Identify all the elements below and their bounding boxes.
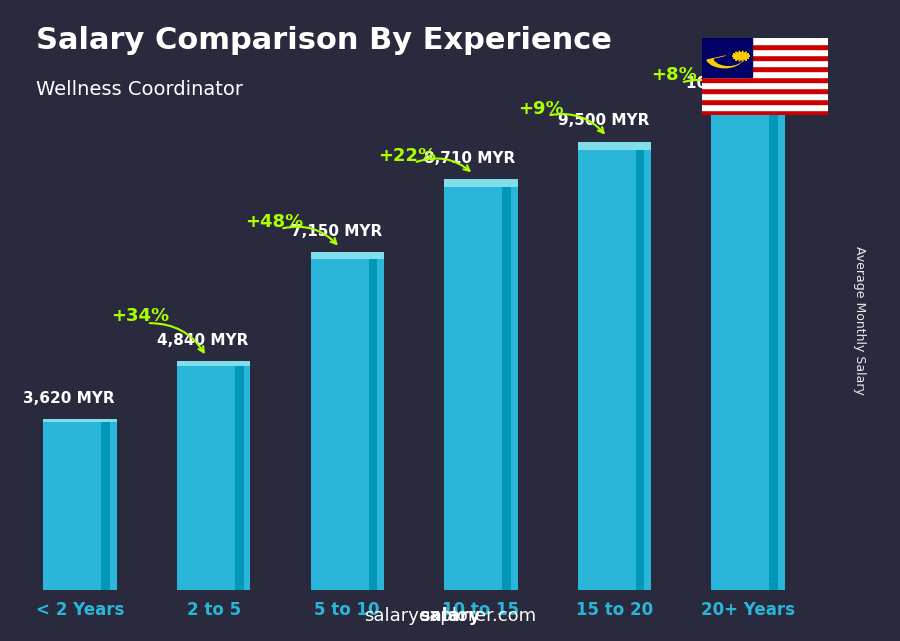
Text: salary: salary [419, 607, 481, 625]
Bar [702, 110, 828, 115]
Text: 8,710 MYR: 8,710 MYR [424, 151, 516, 165]
Bar [702, 77, 828, 83]
Bar [310, 253, 384, 259]
Bar [702, 94, 828, 99]
Bar [43, 419, 117, 422]
Text: 3,620 MYR: 3,620 MYR [23, 391, 115, 406]
Bar [578, 142, 651, 151]
Text: +34%: +34% [112, 307, 169, 325]
Wedge shape [706, 56, 742, 68]
Bar [368, 253, 377, 590]
Bar [635, 142, 644, 590]
Bar [702, 104, 828, 110]
Text: +22%: +22% [378, 147, 436, 165]
Bar [711, 104, 785, 113]
Bar [235, 362, 244, 590]
Text: 7,150 MYR: 7,150 MYR [291, 224, 382, 239]
Bar [702, 88, 828, 94]
Text: Salary Comparison By Experience: Salary Comparison By Experience [36, 26, 612, 54]
Text: +48%: +48% [245, 213, 303, 231]
Bar [702, 66, 828, 71]
Bar [702, 99, 828, 104]
Bar [702, 55, 828, 60]
Bar [102, 419, 110, 590]
Bar [43, 419, 117, 590]
Text: +8%: +8% [652, 67, 698, 85]
Bar [444, 179, 518, 187]
Bar [444, 179, 518, 590]
Bar [702, 38, 828, 44]
Text: 9,500 MYR: 9,500 MYR [558, 113, 649, 128]
Text: Wellness Coordinator: Wellness Coordinator [36, 80, 243, 99]
Bar [711, 104, 785, 590]
Text: salaryexplorer.com: salaryexplorer.com [364, 607, 536, 625]
Bar [702, 83, 828, 88]
Bar [770, 104, 778, 590]
Text: 4,840 MYR: 4,840 MYR [157, 333, 248, 348]
Bar [578, 142, 651, 590]
Bar [702, 49, 828, 55]
Text: +9%: +9% [518, 99, 563, 117]
Bar [702, 38, 752, 77]
Polygon shape [733, 51, 750, 62]
Text: 10,300 MYR: 10,300 MYR [686, 76, 788, 90]
Bar [702, 71, 828, 77]
Text: Average Monthly Salary: Average Monthly Salary [853, 246, 866, 395]
Wedge shape [715, 56, 742, 65]
Bar [177, 362, 250, 366]
Bar [702, 60, 828, 66]
Bar [177, 362, 250, 590]
Bar [502, 179, 511, 590]
Bar [702, 44, 828, 49]
Bar [310, 253, 384, 590]
